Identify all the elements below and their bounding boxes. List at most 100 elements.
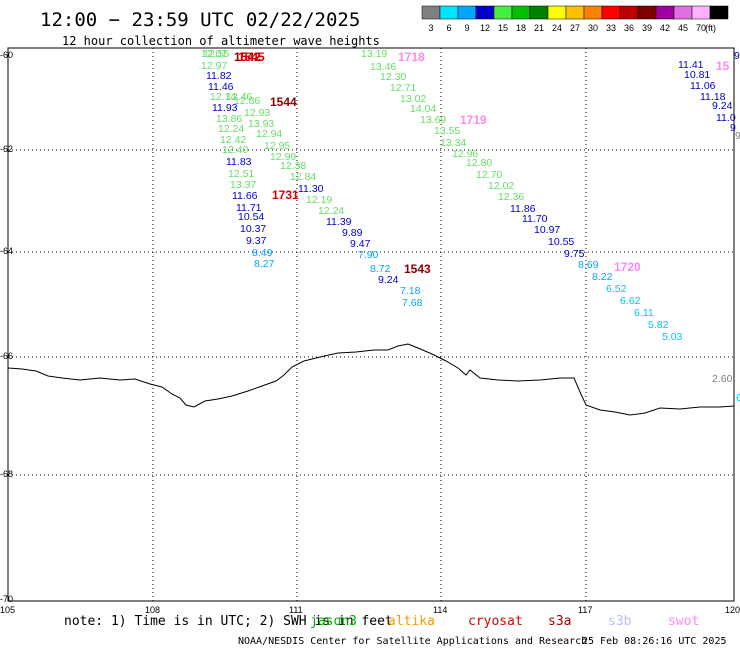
legend-unit: (ft) bbox=[705, 23, 716, 33]
latitude-label: -68 bbox=[0, 469, 13, 479]
wave-height-value: 7.90 bbox=[358, 249, 379, 261]
longitude-label: 117 bbox=[578, 605, 592, 615]
wave-height-value: 5.03 bbox=[662, 331, 683, 343]
wave-height-value: 8.69 bbox=[578, 259, 599, 271]
legend-bin-label: 36 bbox=[624, 23, 634, 33]
generated-timestamp: 25 Feb 08:26:16 UTC 2025 bbox=[582, 636, 727, 647]
wave-height-value: 13.34 bbox=[440, 137, 466, 149]
wave-height-value: 12.97 bbox=[201, 60, 227, 72]
wave-height-value: 12.14 bbox=[210, 91, 236, 103]
wave-height-value: 12.24 bbox=[218, 123, 244, 135]
legend-bin-label: 33 bbox=[606, 23, 616, 33]
satellite-s3b: s3b bbox=[608, 614, 632, 629]
wave-height-value: 12.02 bbox=[488, 180, 514, 192]
wave-height-value: 8.27 bbox=[254, 258, 275, 270]
legend-bin-label: 24 bbox=[552, 23, 562, 33]
wave-height-value: 12.96 bbox=[452, 148, 478, 160]
credit-text: NOAA/NESDIS Center for Satellite Applica… bbox=[238, 636, 587, 647]
wave-height-value: 12.46 bbox=[226, 91, 252, 103]
wave-height-value: 11.93 bbox=[212, 102, 238, 114]
wave-height-value: 11.82 bbox=[206, 70, 232, 82]
wave-height-value: 2.60 bbox=[712, 373, 733, 385]
wave-height-value: 9.89 bbox=[342, 227, 363, 239]
wave-height-value: 11.39 bbox=[326, 216, 352, 228]
legend-bin-label: 45 bbox=[678, 23, 688, 33]
legend-bin-label: 42 bbox=[660, 23, 670, 33]
color-legend: 3 6 9 12 15 18 21 24 27 30 33 36 39 42 45 70 bbox=[421, 5, 729, 33]
pass-time-label: 1718 bbox=[398, 50, 425, 64]
wave-height-value: 12.36 bbox=[498, 191, 524, 203]
legend-bin-label: 9 bbox=[464, 23, 469, 33]
wave-height-value: 10.54 bbox=[238, 211, 264, 223]
wave-height-value: 12.38 bbox=[280, 160, 306, 172]
wave-height-value: 12.40 bbox=[222, 144, 248, 156]
legend-bin-label: 6 bbox=[446, 23, 451, 33]
wave-height-value: 13.86 bbox=[216, 113, 242, 125]
latitude-label: -60 bbox=[0, 50, 13, 60]
wave-height-value: 12.94 bbox=[256, 128, 282, 140]
wave-height-value: 6.11 bbox=[634, 307, 654, 319]
wave-height-value: 12.30 bbox=[380, 71, 406, 83]
wave-height-value: 13.02 bbox=[400, 93, 426, 105]
legend-swatch bbox=[421, 5, 441, 20]
legend-bin-label: 30 bbox=[588, 23, 598, 33]
wave-height-value: 8.72 bbox=[370, 263, 391, 275]
satellite-s3a: s3a bbox=[548, 614, 571, 629]
wave-height-value: 10.81 bbox=[684, 69, 710, 81]
wave-height-value: 11.86 bbox=[510, 203, 536, 215]
legend-swatch bbox=[691, 5, 711, 20]
wave-height-value: 11.41 bbox=[678, 59, 704, 71]
wave-height-value: 9.24 bbox=[712, 100, 733, 112]
wave-height-value: 14.04 bbox=[410, 103, 436, 115]
graticule bbox=[8, 48, 734, 601]
satellite-cryosat: cryosat bbox=[468, 614, 523, 629]
legend-swatch bbox=[619, 5, 639, 20]
plot-frame bbox=[7, 47, 735, 602]
wave-height-value: 12.24 bbox=[318, 205, 344, 217]
longitude-label: 114 bbox=[433, 605, 447, 615]
pass-time-label: 1719 bbox=[460, 113, 487, 127]
legend-bin-label: 15 bbox=[498, 23, 508, 33]
wave-height-value: 6 bbox=[736, 392, 740, 404]
legend-bin-label: 39 bbox=[642, 23, 652, 33]
legend-swatch bbox=[493, 5, 513, 20]
wave-height-value: 11.70 bbox=[522, 213, 548, 225]
wave-height-value: 13.46 bbox=[370, 61, 396, 73]
longitude-label: 120 bbox=[725, 605, 740, 615]
wave-height-value: 12.19 bbox=[306, 194, 332, 206]
legend-swatch bbox=[709, 5, 729, 20]
wave-height-value: 11.66 bbox=[232, 190, 258, 202]
wave-height-value: 12.42 bbox=[220, 134, 246, 146]
wave-height-value: 12.86 bbox=[234, 95, 260, 107]
longitude-label: 105 bbox=[0, 605, 15, 615]
wave-height-value: 13.69 bbox=[420, 114, 446, 126]
legend-bin-label: 70 bbox=[696, 23, 706, 33]
longitude-label: 108 bbox=[145, 605, 160, 615]
wave-height-value: 7.18 bbox=[400, 285, 421, 297]
wave-height-value: 12.95 bbox=[264, 140, 290, 152]
wave-height-value: 11.30 bbox=[298, 183, 324, 195]
wave-height-value: 12.99 bbox=[270, 151, 296, 163]
legend-swatch bbox=[601, 5, 621, 20]
wave-height-value: 10.55 bbox=[548, 236, 574, 248]
legend-swatch bbox=[529, 5, 549, 20]
legend-swatch bbox=[565, 5, 585, 20]
wave-height-value: 9 bbox=[730, 122, 736, 134]
antarctic-coastline bbox=[7, 343, 735, 416]
wave-height-value: 13.19 bbox=[361, 48, 387, 60]
wave-height-value: 9.24 bbox=[378, 274, 399, 286]
wave-height-value: 13.37 bbox=[230, 179, 256, 191]
wave-height-value: 10.37 bbox=[240, 223, 266, 235]
satellite-legend: jason3 altika cryosat s3a s3b swot bbox=[310, 614, 699, 629]
satellite-swot: swot bbox=[668, 614, 699, 629]
wave-height-value: 11.06 bbox=[690, 80, 716, 92]
satellite-jason3: jason3 bbox=[310, 614, 357, 629]
wave-height-value: 12.71 bbox=[390, 82, 416, 94]
edge-values: 2.606 9 bbox=[712, 50, 740, 404]
pass-time-label: 1545 bbox=[238, 50, 265, 64]
wave-height-value: 11.46 bbox=[208, 81, 234, 93]
latitude-label: -62 bbox=[0, 144, 13, 154]
wave-height-value: 6.62 bbox=[620, 295, 641, 307]
